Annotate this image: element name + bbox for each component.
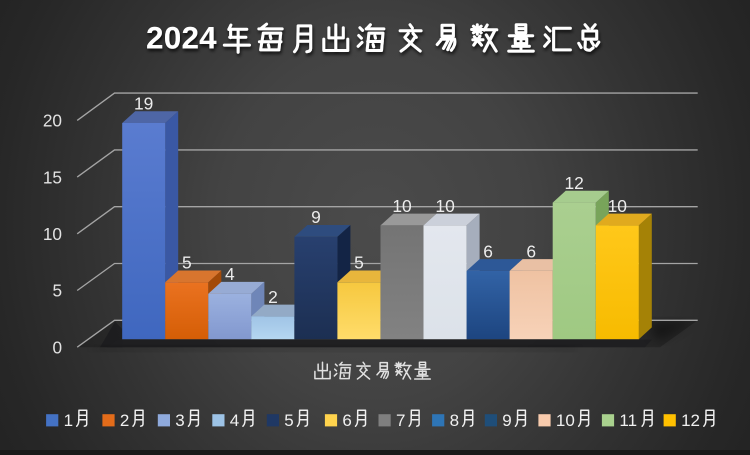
- svg-text:2: 2: [268, 287, 278, 307]
- svg-text:6: 6: [526, 241, 536, 261]
- svg-text:5: 5: [284, 411, 293, 430]
- svg-text:4: 4: [225, 264, 235, 284]
- svg-text:5: 5: [354, 253, 364, 273]
- svg-text:5: 5: [182, 253, 192, 273]
- svg-text:10: 10: [608, 196, 627, 216]
- svg-text:11: 11: [619, 411, 637, 430]
- svg-text:12: 12: [565, 173, 584, 193]
- svg-text:9: 9: [502, 411, 511, 430]
- svg-text:9: 9: [311, 207, 321, 227]
- svg-text:3: 3: [175, 411, 184, 430]
- svg-text:20: 20: [43, 111, 62, 131]
- svg-text:2024: 2024: [146, 20, 217, 56]
- svg-text:4: 4: [230, 411, 239, 430]
- svg-text:6: 6: [483, 241, 493, 261]
- svg-text:6: 6: [342, 411, 351, 430]
- svg-text:7: 7: [396, 411, 405, 430]
- svg-text:10: 10: [435, 196, 454, 216]
- svg-text:15: 15: [43, 167, 62, 187]
- svg-text:0: 0: [52, 337, 62, 357]
- svg-text:10: 10: [43, 224, 62, 244]
- svg-text:19: 19: [134, 93, 153, 113]
- svg-text:2: 2: [120, 411, 129, 430]
- svg-text:10: 10: [556, 411, 575, 430]
- svg-text:5: 5: [52, 281, 62, 301]
- svg-text:10: 10: [392, 196, 411, 216]
- svg-text:12: 12: [681, 411, 700, 430]
- svg-text:8: 8: [450, 411, 459, 430]
- svg-text:1: 1: [64, 411, 73, 430]
